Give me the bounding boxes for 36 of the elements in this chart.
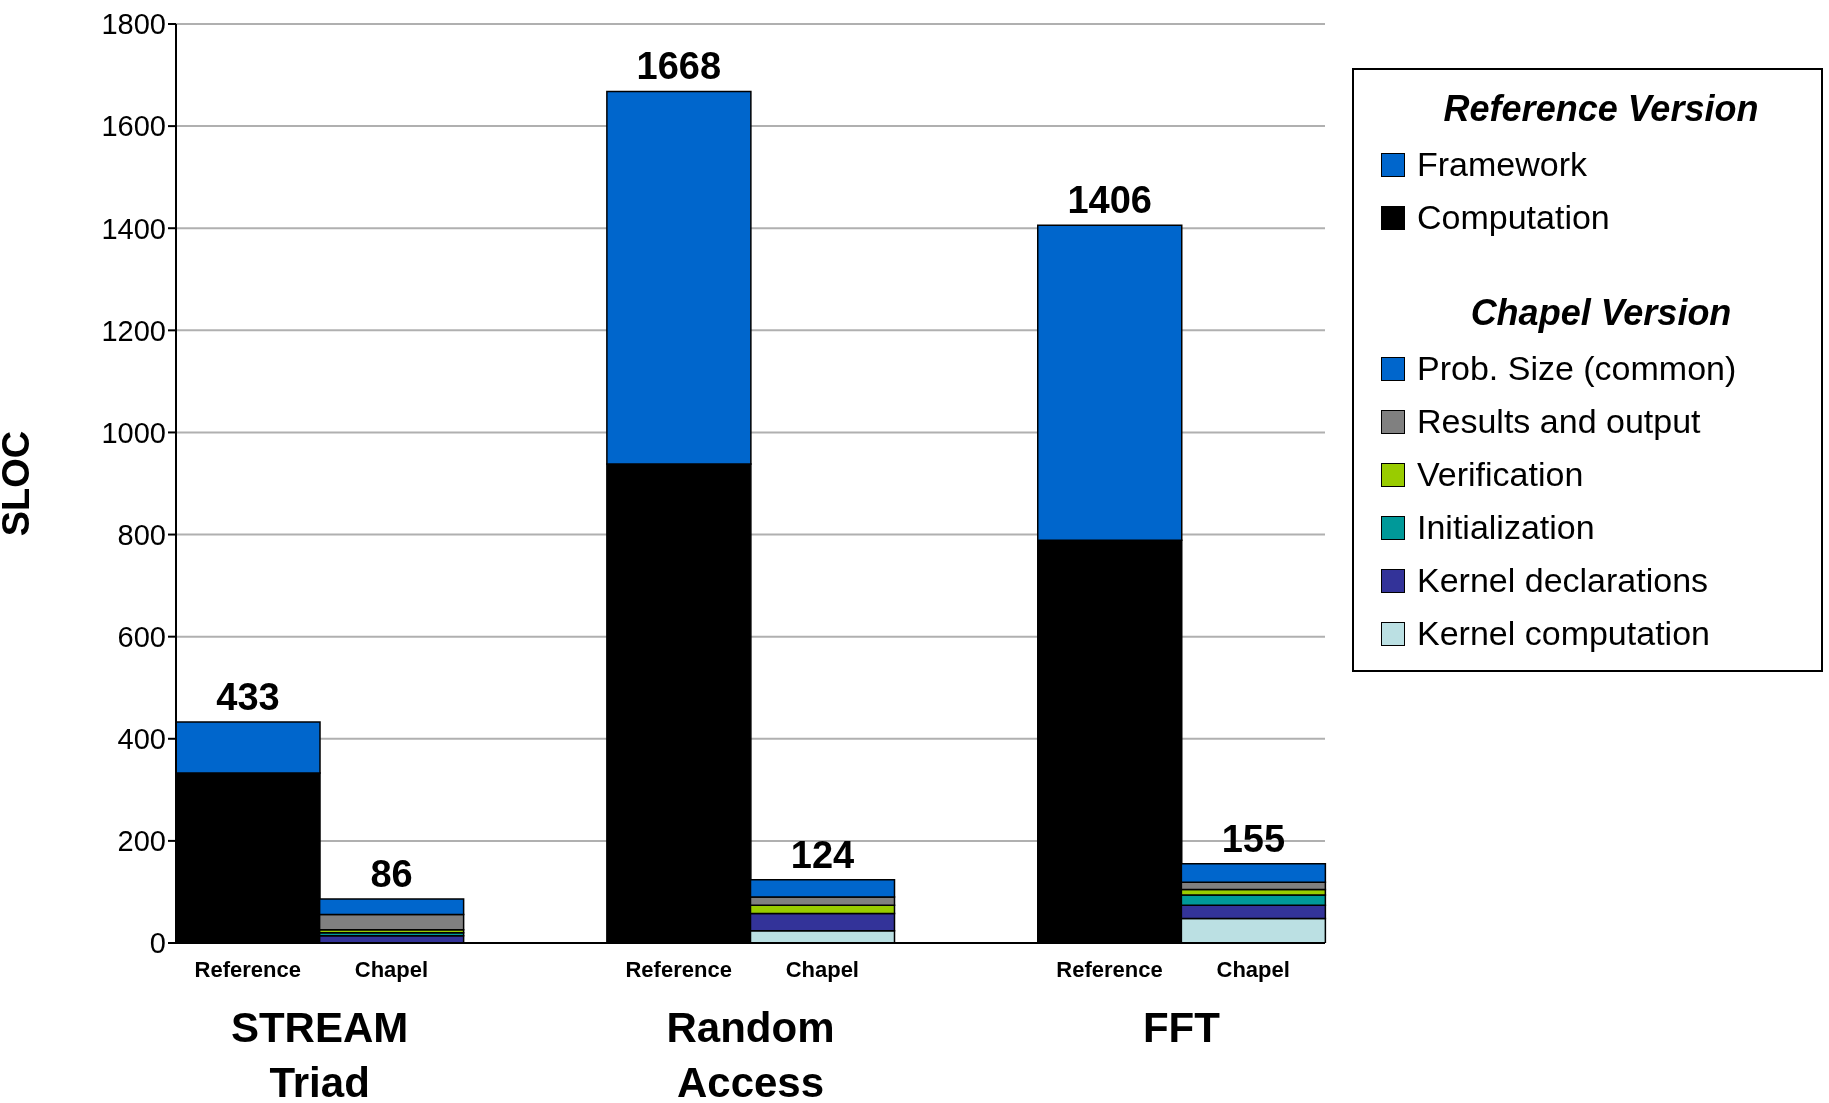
total-label: 1406 [1067,179,1153,222]
legend-label: Framework [1417,145,1588,184]
total-label: 124 [790,833,855,876]
y-tick-label: 600 [117,620,166,653]
y-tick-label: 1600 [101,110,166,143]
legend-label: Results and output [1417,402,1701,441]
total-label: 86 [370,853,413,896]
text: Chapel Version [1469,291,1733,335]
x-tick-label: Chapel [785,956,859,982]
y-tick-label: 1200 [101,314,166,347]
x-tick-label: Chapel [1216,956,1290,982]
legend-label: Initialization [1417,508,1595,547]
y-tick-label: 0 [149,927,166,960]
legend-label: Prob. Size (common) [1417,349,1737,388]
y-tick-label: 1000 [101,416,166,449]
legend-title: Reference Version [1442,87,1760,131]
legend-label: Kernel declarations [1417,561,1709,600]
y-tick-label: 400 [117,723,166,756]
text: STREAM Triad [229,1003,410,1103]
total-label: 1668 [636,45,722,88]
x-tick-label: Reference [625,956,732,982]
legend-label: Verification [1417,455,1584,494]
y-tick-label: 800 [117,518,166,551]
text: Random Access [665,1003,836,1103]
y-tick-label: 200 [117,825,166,858]
text: FFT [1141,1003,1221,1053]
total-label: 155 [1221,817,1286,860]
y-tick-label: 1400 [101,212,166,245]
legend-label: Computation [1417,198,1610,237]
x-tick-label: Reference [1056,956,1163,982]
legend-label: Kernel computation [1417,614,1710,653]
y-axis-title: SLOC [0,430,38,537]
x-tick-label: Reference [194,956,302,982]
total-label: 433 [216,675,280,718]
y-tick-label: 1800 [101,8,166,41]
x-tick-label: Chapel [354,956,429,982]
